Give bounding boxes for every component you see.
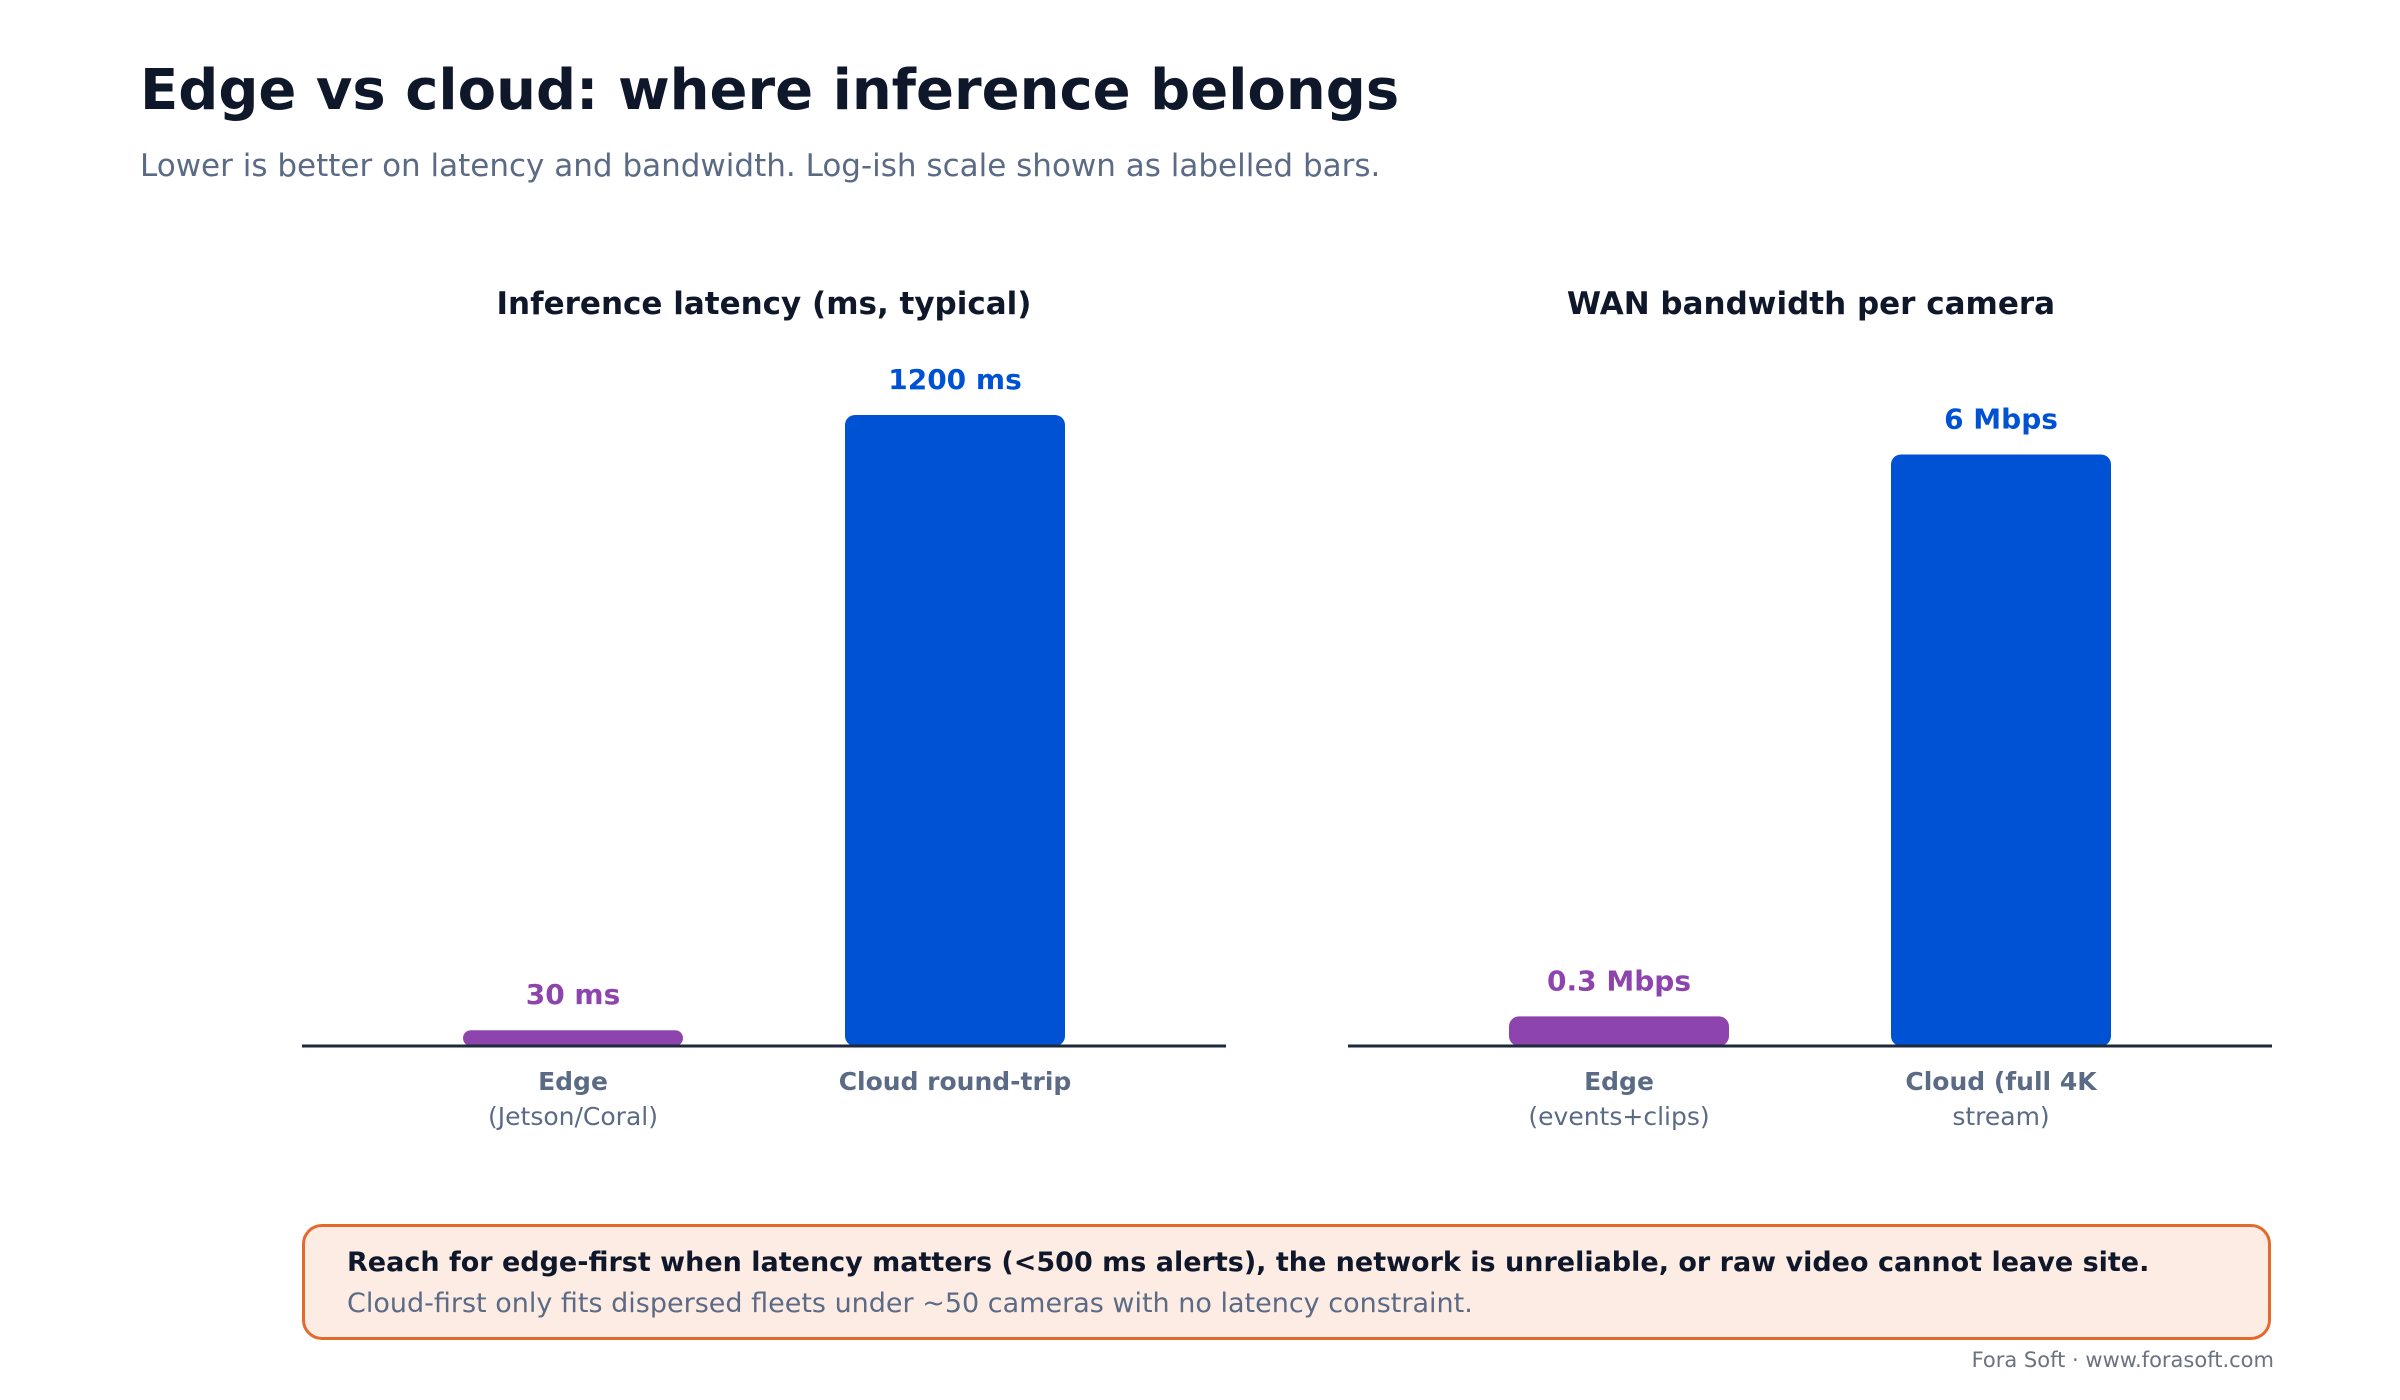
latency-tick-label-cloud: Cloud round-trip xyxy=(839,1067,1072,1096)
latency-bar-edge xyxy=(463,1030,683,1046)
latency-bar-cloud xyxy=(845,415,1065,1046)
latency-tick-label-edge: Edge xyxy=(538,1067,608,1096)
page-subtitle: Lower is better on latency and bandwidth… xyxy=(140,148,1381,184)
callout-body: Cloud-first only fits dispersed fleets u… xyxy=(347,1288,1473,1319)
bandwidth-tick-label-cloud: Cloud (full 4K xyxy=(1905,1067,2098,1096)
bandwidth-value-label-cloud: 6 Mbps xyxy=(1944,402,2058,435)
bandwidth-bar-edge xyxy=(1509,1016,1729,1046)
latency-value-label-edge: 30 ms xyxy=(526,978,621,1011)
bandwidth-tick-detail-cloud: stream) xyxy=(1952,1102,2049,1131)
bandwidth-value-label-edge: 0.3 Mbps xyxy=(1547,964,1691,997)
bandwidth-tick-label-edge: Edge xyxy=(1584,1067,1654,1096)
bandwidth-bar-cloud xyxy=(1891,454,2111,1046)
footer-credit: Fora Soft · www.forasoft.com xyxy=(1971,1348,2274,1372)
page-title: Edge vs cloud: where inference belongs xyxy=(140,58,1400,123)
latency-chart-title: Inference latency (ms, typical) xyxy=(497,286,1032,322)
bandwidth-tick-detail-edge: (events+clips) xyxy=(1528,1102,1709,1131)
bandwidth-chart-title: WAN bandwidth per camera xyxy=(1567,286,2055,322)
callout-headline: Reach for edge-first when latency matter… xyxy=(347,1247,2150,1278)
latency-value-label-cloud: 1200 ms xyxy=(888,363,1022,396)
latency-tick-detail-edge: (Jetson/Coral) xyxy=(488,1102,658,1131)
recommendation-callout: Reach for edge-first when latency matter… xyxy=(302,1224,2271,1340)
